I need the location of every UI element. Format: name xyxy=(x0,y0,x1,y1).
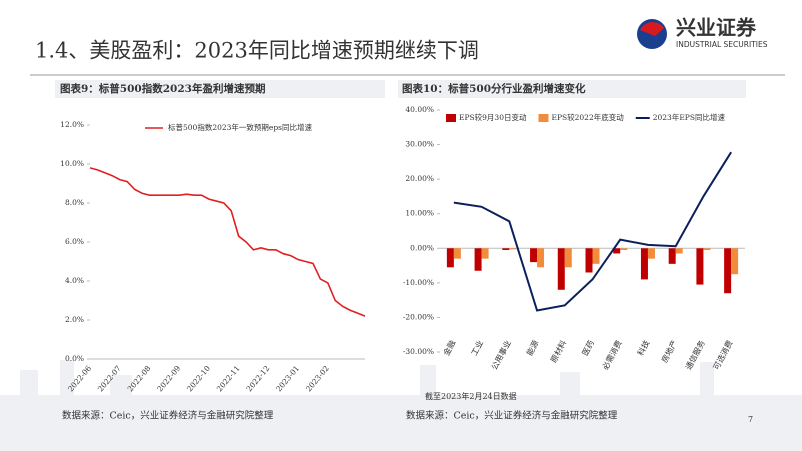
legend-label: EPS较9月30日变动 xyxy=(459,112,527,122)
bar xyxy=(446,248,454,268)
bar xyxy=(453,248,461,259)
data-line xyxy=(453,151,732,312)
legend-label: EPS较2022年底变动 xyxy=(551,112,624,122)
bar xyxy=(731,248,739,275)
chart-note: 截至2023年2月24日数据 xyxy=(425,391,517,401)
y-tick-label: 0.00% xyxy=(410,243,434,252)
y-tick-label: 10.0% xyxy=(60,159,84,168)
panel-title: 图表10：标普500分行业盈利增速变化 xyxy=(402,82,586,95)
bar xyxy=(647,248,655,259)
y-tick-label: 2.0% xyxy=(65,315,84,324)
x-tick-label: 2022-09 xyxy=(155,364,182,394)
x-tick-label: 工业 xyxy=(469,338,485,357)
panel-header xyxy=(398,80,746,98)
y-tick-label: 8.0% xyxy=(65,198,84,207)
bar xyxy=(509,248,517,250)
x-tick-label: 公用事业 xyxy=(489,338,513,371)
y-tick-label: 6.0% xyxy=(65,237,84,246)
logo: 兴业证券 INDUSTRIAL SECURITIES xyxy=(637,16,768,49)
legend-label: 标普500指数2023年一致预期eps同比增速 xyxy=(168,122,312,132)
legend-swatch xyxy=(538,114,549,122)
slide-title: 1.4、美股盈利：2023年同比增速预期继续下调 xyxy=(35,39,479,63)
x-tick-label: 金融 xyxy=(441,338,457,357)
y-tick-label: -20.00% xyxy=(403,312,434,321)
bar xyxy=(537,248,545,268)
bar xyxy=(675,248,683,254)
bar xyxy=(640,248,648,280)
bar xyxy=(668,248,676,264)
bar xyxy=(585,248,593,273)
bar xyxy=(592,248,600,264)
x-tick-label: 2023-02 xyxy=(304,364,331,394)
x-tick-label: 2022-12 xyxy=(245,364,272,394)
bar xyxy=(564,248,572,268)
bar xyxy=(613,248,621,254)
y-tick-label: 30.00% xyxy=(405,140,434,149)
bar xyxy=(620,248,628,251)
bar xyxy=(557,248,565,290)
logo-name: 兴业证券 xyxy=(676,16,757,40)
y-tick-label: 0.0% xyxy=(65,354,84,363)
x-tick-label: 2023-01 xyxy=(274,364,301,394)
y-tick-label: -10.00% xyxy=(403,278,434,287)
bar xyxy=(474,248,482,271)
bar xyxy=(696,248,704,285)
panel-header xyxy=(55,80,385,98)
y-tick-label: -30.00% xyxy=(403,347,434,356)
x-tick-label: 2022-10 xyxy=(185,364,212,394)
x-tick-label: 必需消费 xyxy=(600,338,624,371)
source: 数据来源：Ceic，兴业证券经济与金融研究院整理 xyxy=(406,410,618,422)
x-tick-label: 可选消费 xyxy=(711,338,735,371)
bar xyxy=(530,248,538,263)
x-tick-label: 原材料 xyxy=(548,338,568,364)
x-tick-label: 科技 xyxy=(635,338,651,357)
x-tick-label: 能源 xyxy=(524,338,540,357)
data-line xyxy=(89,167,366,317)
x-tick-label: 2022-11 xyxy=(215,364,242,394)
bar xyxy=(502,248,510,251)
logo-subtitle: INDUSTRIAL SECURITIES xyxy=(676,40,768,49)
page-number: 7 xyxy=(748,415,753,424)
source: 数据来源：Ceic，兴业证券经济与金融研究院整理 xyxy=(62,410,274,422)
y-tick-label: 20.00% xyxy=(405,174,434,183)
legend-label: 2023年EPS同比增速 xyxy=(653,112,726,122)
bar xyxy=(724,248,732,294)
y-tick-label: 12.0% xyxy=(60,120,84,129)
panel-title: 图表9：标普500指数2023年盈利增速预期 xyxy=(60,82,265,95)
skyline xyxy=(0,360,802,451)
y-tick-label: 10.00% xyxy=(405,209,434,218)
bar xyxy=(481,248,489,259)
y-tick-label: 40.00% xyxy=(405,105,434,114)
x-tick-label: 医药 xyxy=(580,338,596,357)
legend-swatch xyxy=(446,114,456,122)
bar xyxy=(703,248,711,251)
x-tick-label: 房地产 xyxy=(659,338,679,364)
y-tick-label: 4.0% xyxy=(65,276,84,285)
